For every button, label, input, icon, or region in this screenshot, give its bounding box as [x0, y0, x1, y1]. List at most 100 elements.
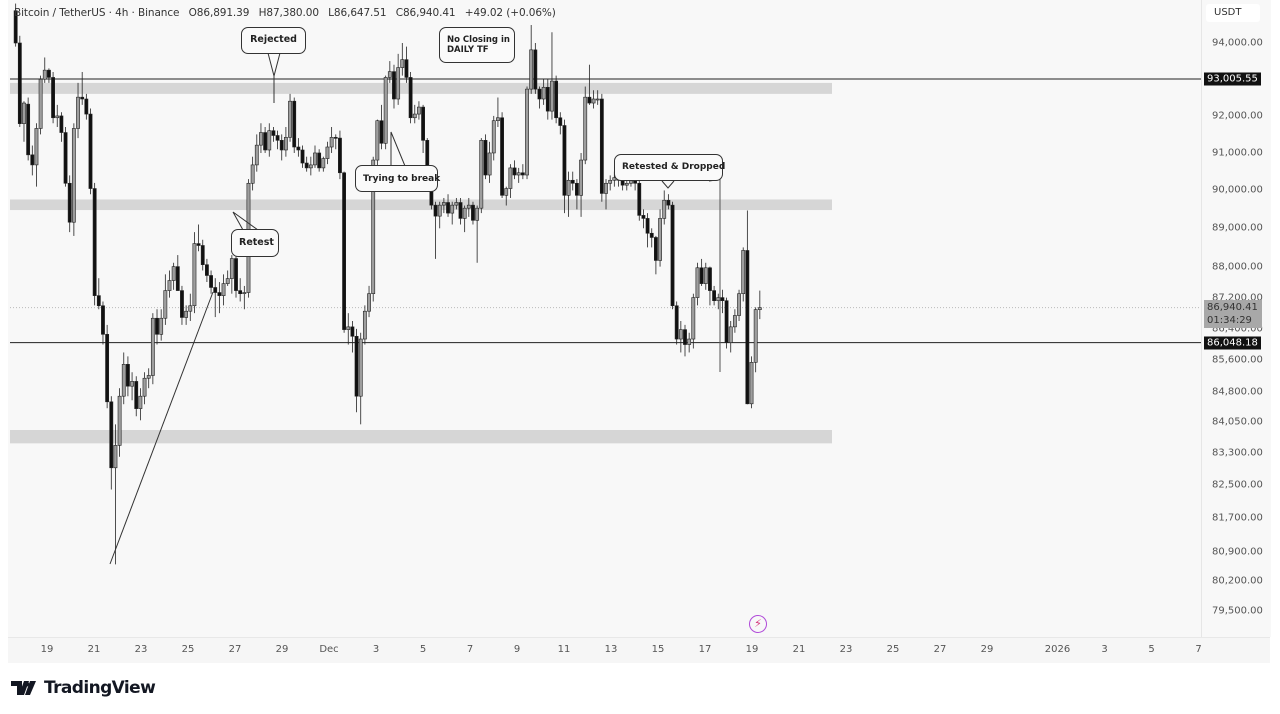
candle-body-up: [437, 204, 442, 217]
annotation-no-closing[interactable]: No Closing in DAILY TF: [439, 27, 515, 63]
candle-body-up: [757, 307, 762, 310]
retest-pointer: [232, 211, 259, 231]
candle-body-down: [205, 264, 209, 276]
candle: [649, 228, 654, 248]
candle-body-up: [525, 88, 529, 176]
candle-body-up: [749, 362, 754, 405]
candle-body-up: [167, 280, 172, 291]
candle-body-up: [34, 128, 39, 166]
candle: [283, 126, 288, 157]
candle-body-down: [645, 218, 650, 234]
candle-body-down: [333, 137, 338, 139]
candle: [117, 388, 122, 457]
annotation-rejected[interactable]: Rejected: [241, 27, 306, 54]
candle-body-up: [695, 267, 700, 298]
candle-body-down: [304, 162, 309, 169]
candle-body-down: [292, 100, 297, 148]
zone-band[interactable]: [10, 199, 832, 211]
candle: [175, 255, 180, 291]
candle-body-up: [604, 182, 608, 194]
candle: [275, 130, 280, 150]
price-tick: 80,200.00: [1212, 575, 1263, 587]
candle: [728, 320, 733, 353]
time-tick: 29: [275, 644, 289, 655]
candle-body-up: [130, 381, 134, 387]
candle: [196, 224, 201, 252]
candle-body-up: [400, 59, 405, 68]
symbol-title[interactable]: Bitcoin / TetherUS · 4h · Binance: [14, 7, 180, 19]
annotation-retested-dropped[interactable]: Retested & Dropped: [614, 154, 725, 181]
candle: [579, 152, 583, 217]
price-tick: 83,300.00: [1212, 447, 1263, 459]
candle: [180, 285, 184, 325]
candle-body-up: [579, 159, 583, 196]
candle: [421, 104, 425, 153]
price-axis[interactable]: USDT 94,000.00 92,000.00 91,000.00 90,000.0…: [1201, 0, 1271, 637]
candle: [412, 104, 417, 124]
candle: [338, 130, 342, 180]
candle-body-up: [146, 375, 151, 379]
candle: [146, 368, 151, 389]
candle: [350, 320, 355, 353]
candle-body-up: [38, 78, 43, 129]
price-tick: 90,000.00: [1212, 184, 1263, 196]
annotation-trying-to-break[interactable]: Trying to break: [355, 165, 440, 192]
price-tick: 94,000.00: [1212, 37, 1263, 49]
candle-body-up: [192, 243, 197, 307]
candle: [604, 179, 608, 210]
currency-label[interactable]: USDT: [1206, 4, 1260, 22]
candle: [354, 328, 359, 413]
candle: [34, 123, 39, 187]
candle-body-down: [512, 167, 517, 176]
rejected-pointer: [267, 52, 281, 103]
candle: [150, 313, 155, 385]
candle: [441, 197, 446, 214]
candle: [757, 290, 762, 320]
candle: [533, 43, 538, 94]
candle-body-up: [188, 305, 193, 312]
trying-pointer: [390, 131, 406, 167]
candle: [516, 167, 521, 183]
candlestick-chart[interactable]: [0, 0, 1201, 637]
candle: [508, 164, 513, 198]
candle-body-up: [159, 317, 164, 335]
candle: [209, 270, 213, 294]
candle: [238, 278, 243, 302]
candle-body-down: [421, 106, 425, 141]
ohlc-low: L86,647.51: [328, 7, 387, 19]
chart-pane[interactable]: [8, 0, 1201, 637]
candle-body-down: [92, 188, 97, 296]
candle-body-down: [637, 182, 642, 216]
trendline[interactable]: [109, 291, 214, 565]
candle: [537, 86, 542, 109]
candle: [471, 201, 475, 225]
annotation-line: DAILY TF: [447, 45, 489, 55]
candle-body-up: [22, 102, 26, 124]
annotation-retest[interactable]: Retest: [231, 229, 279, 257]
candle-body-down: [317, 152, 322, 169]
time-axis[interactable]: 19 21 23 25 27 29 Dec 3 5 7 9 11 13 15 17 19 21 23 25 27 29 2…: [8, 637, 1270, 663]
candle-body-down: [458, 202, 463, 219]
candle: [678, 320, 683, 353]
candle: [525, 86, 529, 180]
lightning-icon[interactable]: ⚡: [749, 615, 767, 633]
candle-body-up: [550, 80, 554, 112]
zone-band[interactable]: [10, 82, 832, 94]
candle: [745, 210, 750, 405]
candle: [96, 278, 101, 310]
candle-body-down: [575, 182, 579, 196]
candle: [259, 123, 263, 153]
candle-body-down: [404, 59, 409, 78]
zone-band[interactable]: [10, 429, 832, 444]
candle-body-up: [308, 164, 313, 169]
time-tick: 15: [651, 644, 665, 655]
candle-body-down: [59, 115, 64, 133]
candle: [213, 278, 218, 318]
tradingview-logo[interactable]: TradingView: [11, 678, 156, 698]
time-tick: 2026: [1044, 644, 1071, 655]
candle: [454, 197, 459, 210]
candle-body-down: [13, 10, 18, 44]
candle-body-up: [703, 267, 708, 284]
price-tick: 82,500.00: [1212, 479, 1263, 491]
candle: [703, 262, 708, 290]
